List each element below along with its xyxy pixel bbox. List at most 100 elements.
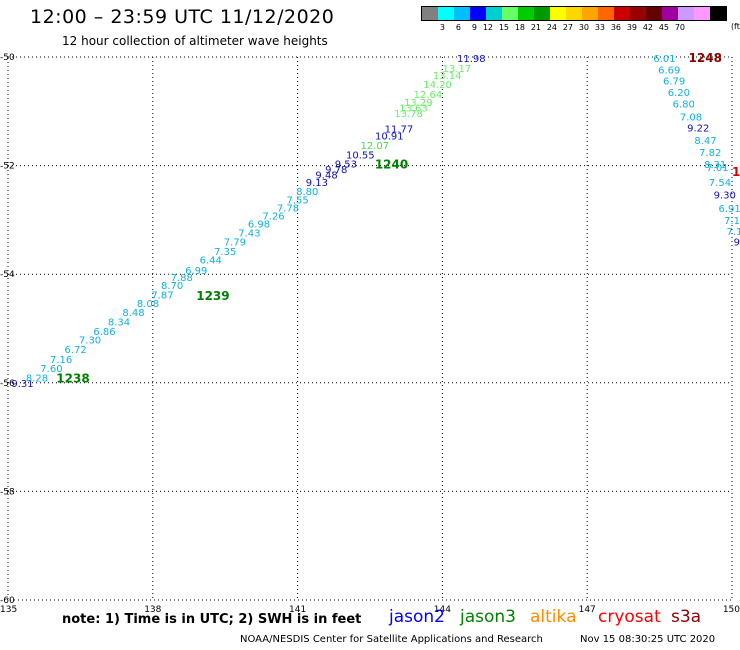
- wave-height-label: 10.91: [375, 132, 404, 143]
- colorbar-tick-label: 39: [626, 23, 637, 32]
- wave-height-label: 7.43: [238, 228, 260, 239]
- wave-height-label: 8.70: [161, 281, 183, 292]
- wave-height-label: 11.98: [457, 54, 486, 65]
- y-tick-label: -56: [0, 379, 15, 389]
- wave-height-label: 8.31: [704, 160, 726, 171]
- legend-item-cryosat: cryosat: [598, 607, 661, 627]
- pass-time-label: 1: [732, 165, 740, 179]
- wave-height-label: 6.44: [200, 256, 222, 267]
- wave-height-label: 7.55: [286, 195, 308, 206]
- wave-height-label: 9.31: [11, 379, 33, 390]
- colorbar-swatch: [710, 7, 726, 20]
- colorbar-swatch: [486, 7, 502, 20]
- wave-height-label: 14.20: [423, 80, 452, 91]
- colorbar-swatch: [470, 7, 486, 20]
- timestamp-text: Nov 15 08:30:25 UTC 2020: [580, 634, 716, 645]
- wave-height-label: 13.78: [394, 109, 423, 120]
- colorbar-swatch: [582, 7, 598, 20]
- wave-height-label: 6.91: [718, 204, 740, 215]
- colorbar-tick-label: 3: [439, 23, 445, 32]
- wave-height-label: 7.79: [224, 238, 246, 249]
- colorbar-swatch: [598, 7, 614, 20]
- wave-height-label: 6.99: [185, 266, 207, 277]
- wave-height-label: 10.55: [346, 151, 375, 162]
- wave-height-label: 7.82: [699, 148, 721, 159]
- page-subtitle: 12 hour collection of altimeter wave hei…: [62, 34, 328, 48]
- colorbar-swatch: [502, 7, 518, 20]
- pass-time-label: 1248: [689, 51, 722, 65]
- colorbar-tick-label: 21: [530, 23, 541, 32]
- colorbar-swatch: [422, 7, 438, 20]
- y-tick-label: -54: [0, 270, 15, 280]
- footer-note: note: 1) Time is in UTC; 2) SWH is in fe…: [62, 612, 362, 627]
- colorbar-unit: (ft): [730, 22, 740, 31]
- wave-height-label: 7.1: [726, 227, 740, 238]
- wave-height-label: 7.26: [262, 212, 284, 223]
- colorbar-tick-label: 9: [471, 23, 477, 32]
- x-tick-label: 147: [579, 605, 596, 615]
- colorbar-swatch: [454, 7, 470, 20]
- wave-height-label: 9: [734, 238, 740, 249]
- wave-height-label: 7.87: [151, 290, 173, 301]
- wave-height-label: 9.78: [325, 165, 347, 176]
- legend-item-jason2: jason2: [389, 607, 445, 627]
- y-tick-label: -60: [0, 596, 15, 606]
- colorbar-tick-label: 45: [658, 23, 669, 32]
- page-title: 12:00 – 23:59 UTC 11/12/2020: [30, 6, 335, 28]
- legend-item-jason3: jason3: [460, 607, 516, 627]
- wave-height-label: 6.01: [653, 54, 675, 65]
- colorbar-swatch: [550, 7, 566, 20]
- colorbar-swatch: [662, 7, 678, 20]
- wave-height-label: 12.07: [361, 141, 390, 152]
- wave-height-label: 6.79: [663, 76, 685, 87]
- x-tick-label: 141: [289, 605, 306, 615]
- wave-height-label: 8.08: [137, 299, 159, 310]
- wave-height-label: 7.01: [706, 163, 728, 174]
- colorbar-tick-label: 12: [482, 23, 493, 32]
- legend-item-altika: altika: [530, 607, 577, 627]
- wave-height-label: 7.08: [680, 113, 702, 124]
- wave-height-label: 9.13: [306, 178, 328, 189]
- x-tick-label: 150: [723, 605, 740, 615]
- wave-height-label: 6.98: [248, 220, 270, 231]
- wave-height-label: 7.30: [79, 335, 101, 346]
- wave-height-label: 13.29: [404, 98, 433, 109]
- pass-time-label: 1238: [56, 371, 89, 385]
- wave-height-label: 7.60: [40, 364, 62, 375]
- pass-time-label: 1239: [196, 289, 229, 303]
- pass-time-label: 1240: [375, 157, 408, 171]
- wave-height-label: 8.34: [108, 317, 130, 328]
- colorbar-tick-label: 33: [594, 23, 605, 32]
- colorbar-tick-label: 70: [674, 23, 685, 32]
- legend-item-s3a: s3a: [671, 607, 702, 627]
- wave-height-label: 7.78: [277, 203, 299, 214]
- colorbar-tick-label: 18: [514, 23, 525, 32]
- colorbar-swatch: [614, 7, 630, 20]
- colorbar-swatch: [646, 7, 662, 20]
- colorbar-swatch: [630, 7, 646, 20]
- x-tick-label: 138: [144, 605, 161, 615]
- x-tick-label: 135: [0, 605, 17, 615]
- wave-height-label: 8.47: [694, 136, 716, 147]
- colorbar-swatch: [678, 7, 694, 20]
- wave-height-label: 13.17: [443, 64, 472, 75]
- wave-height-label: 8.28: [26, 373, 48, 384]
- plot-frame: [7, 56, 733, 601]
- wave-height-label: 7.1: [724, 216, 740, 227]
- wave-height-label: 6.69: [658, 65, 680, 76]
- wave-height-label: 8.48: [122, 308, 144, 319]
- wave-height-label: 9.22: [687, 124, 709, 135]
- colorbar-tick-label: 30: [578, 23, 589, 32]
- colorbar-swatch: [566, 7, 582, 20]
- colorbar-tick-label: 36: [610, 23, 621, 32]
- wave-height-label: 6.86: [93, 327, 115, 338]
- wave-height-label: 11.77: [385, 125, 414, 136]
- wave-height-label: 6.80: [673, 100, 695, 111]
- y-tick-label: -50: [0, 53, 15, 63]
- wave-height-label: 6.72: [64, 345, 86, 356]
- wave-height-label: 9.30: [714, 190, 736, 201]
- x-tick-label: 144: [434, 605, 451, 615]
- y-tick-label: -58: [0, 487, 15, 497]
